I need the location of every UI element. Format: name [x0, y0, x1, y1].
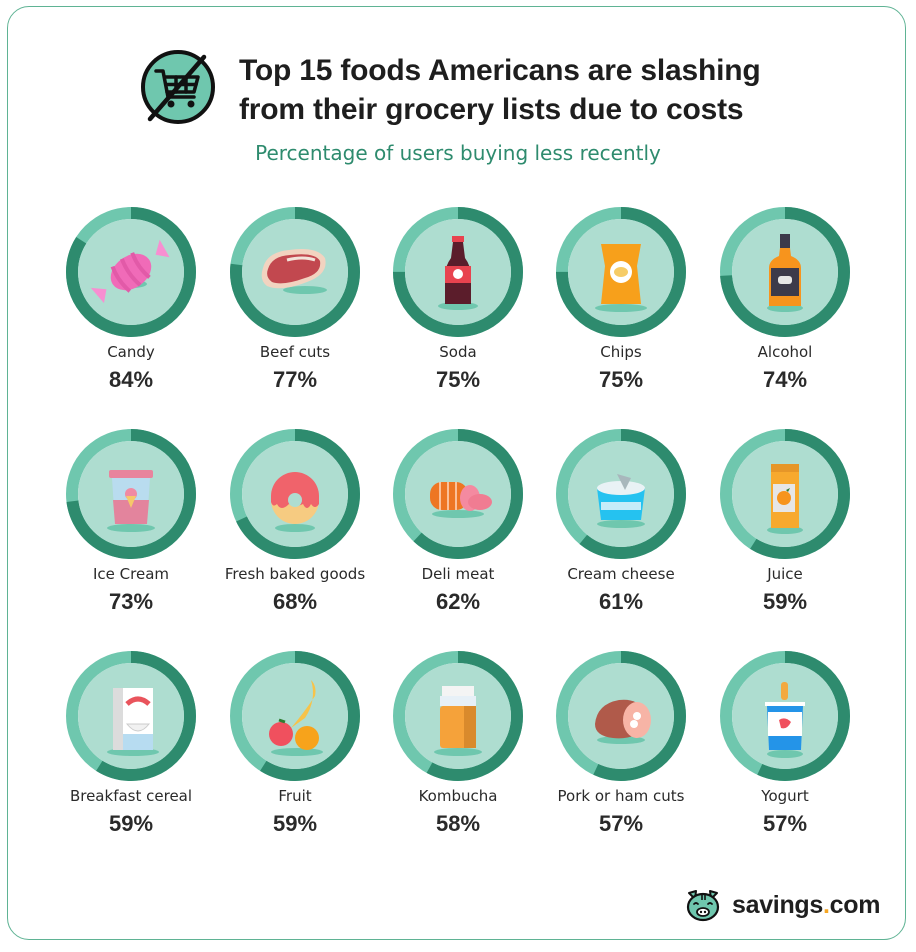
donut-ring [556, 207, 686, 337]
subtitle: Percentage of users buying less recently [255, 141, 661, 165]
food-percentage: 68% [272, 589, 318, 614]
donut-ring [230, 429, 360, 559]
donut-ring [393, 429, 523, 559]
donut-ring [66, 651, 196, 781]
donut-ring [393, 651, 523, 781]
food-item-kombucha: Kombucha 58% [376, 650, 540, 837]
food-percentage: 59% [108, 811, 154, 836]
donut-ring [556, 429, 686, 559]
food-item-ice-cream: Ice Cream 73% [49, 428, 213, 615]
food-item-candy: Candy 84% [49, 206, 213, 393]
food-item-yogurt: Yogurt 57% [703, 650, 867, 837]
no-shopping-cart-icon [141, 50, 215, 124]
food-item-fresh-baked-goods: Fresh baked goods 68% [213, 428, 377, 615]
food-label: Soda [439, 343, 477, 361]
food-item-chips: Chips 75% [539, 206, 703, 393]
food-percentage: 73% [108, 589, 154, 614]
food-item-fruit: Fruit 59% [213, 650, 377, 837]
food-label: Fresh baked goods [224, 565, 366, 583]
food-label: Cream cheese [567, 565, 675, 583]
savings-logo: savings.com [684, 885, 880, 925]
food-label: Alcohol [757, 343, 813, 361]
food-label: Fruit [278, 787, 312, 805]
food-label: Ice Cream [92, 565, 169, 583]
donut-ring [230, 207, 360, 337]
food-label: Beef cuts [259, 343, 331, 361]
food-percentage: 75% [435, 367, 481, 392]
header: Top 15 foods Americans are slashing from… [138, 47, 798, 127]
donut-ring [556, 651, 686, 781]
infographic-frame [7, 6, 906, 940]
food-item-pork-or-ham-cuts: Pork or ham cuts 57% [539, 650, 703, 837]
donut-ring [720, 207, 850, 337]
food-percentage: 74% [762, 367, 808, 392]
donut-ring [720, 651, 850, 781]
food-percentage: 59% [762, 589, 808, 614]
food-percentage: 62% [435, 589, 481, 614]
brand-name: savings.com [732, 890, 881, 919]
food-percentage: 57% [762, 811, 808, 836]
food-item-juice: Juice 59% [703, 428, 867, 615]
donut-ring [66, 429, 196, 559]
title-line-1: Top 15 foods Americans are slashing [239, 54, 761, 87]
food-item-beef-cuts: Beef cuts 77% [213, 206, 377, 393]
title: Top 15 foods Americans are slashing from… [239, 51, 761, 129]
donut-ring [720, 429, 850, 559]
food-percentage: 59% [272, 811, 318, 836]
food-item-alcohol: Alcohol 74% [703, 206, 867, 393]
food-label: Juice [767, 565, 803, 583]
title-line-2: from their grocery lists due to costs [239, 93, 744, 126]
food-item-deli-meat: Deli meat 62% [376, 428, 540, 615]
food-label: Deli meat [421, 565, 495, 583]
food-percentage: 77% [272, 367, 318, 392]
food-percentage: 61% [598, 589, 644, 614]
food-label: Breakfast cereal [69, 787, 193, 805]
food-label: Yogurt [761, 787, 809, 805]
food-percentage: 75% [598, 367, 644, 392]
pig-icon [686, 890, 720, 922]
donut-ring [230, 651, 360, 781]
food-item-soda: Soda 75% [376, 206, 540, 393]
food-percentage: 84% [108, 367, 154, 392]
food-item-cream-cheese: Cream cheese 61% [539, 428, 703, 615]
food-label: Candy [107, 343, 155, 361]
food-percentage: 58% [435, 811, 481, 836]
food-label: Kombucha [418, 787, 498, 805]
donut-ring [393, 207, 523, 337]
food-label: Chips [600, 343, 642, 361]
food-item-breakfast-cereal: Breakfast cereal 59% [49, 650, 213, 837]
donut-ring [66, 207, 196, 337]
food-percentage: 57% [598, 811, 644, 836]
food-label: Pork or ham cuts [557, 787, 685, 805]
